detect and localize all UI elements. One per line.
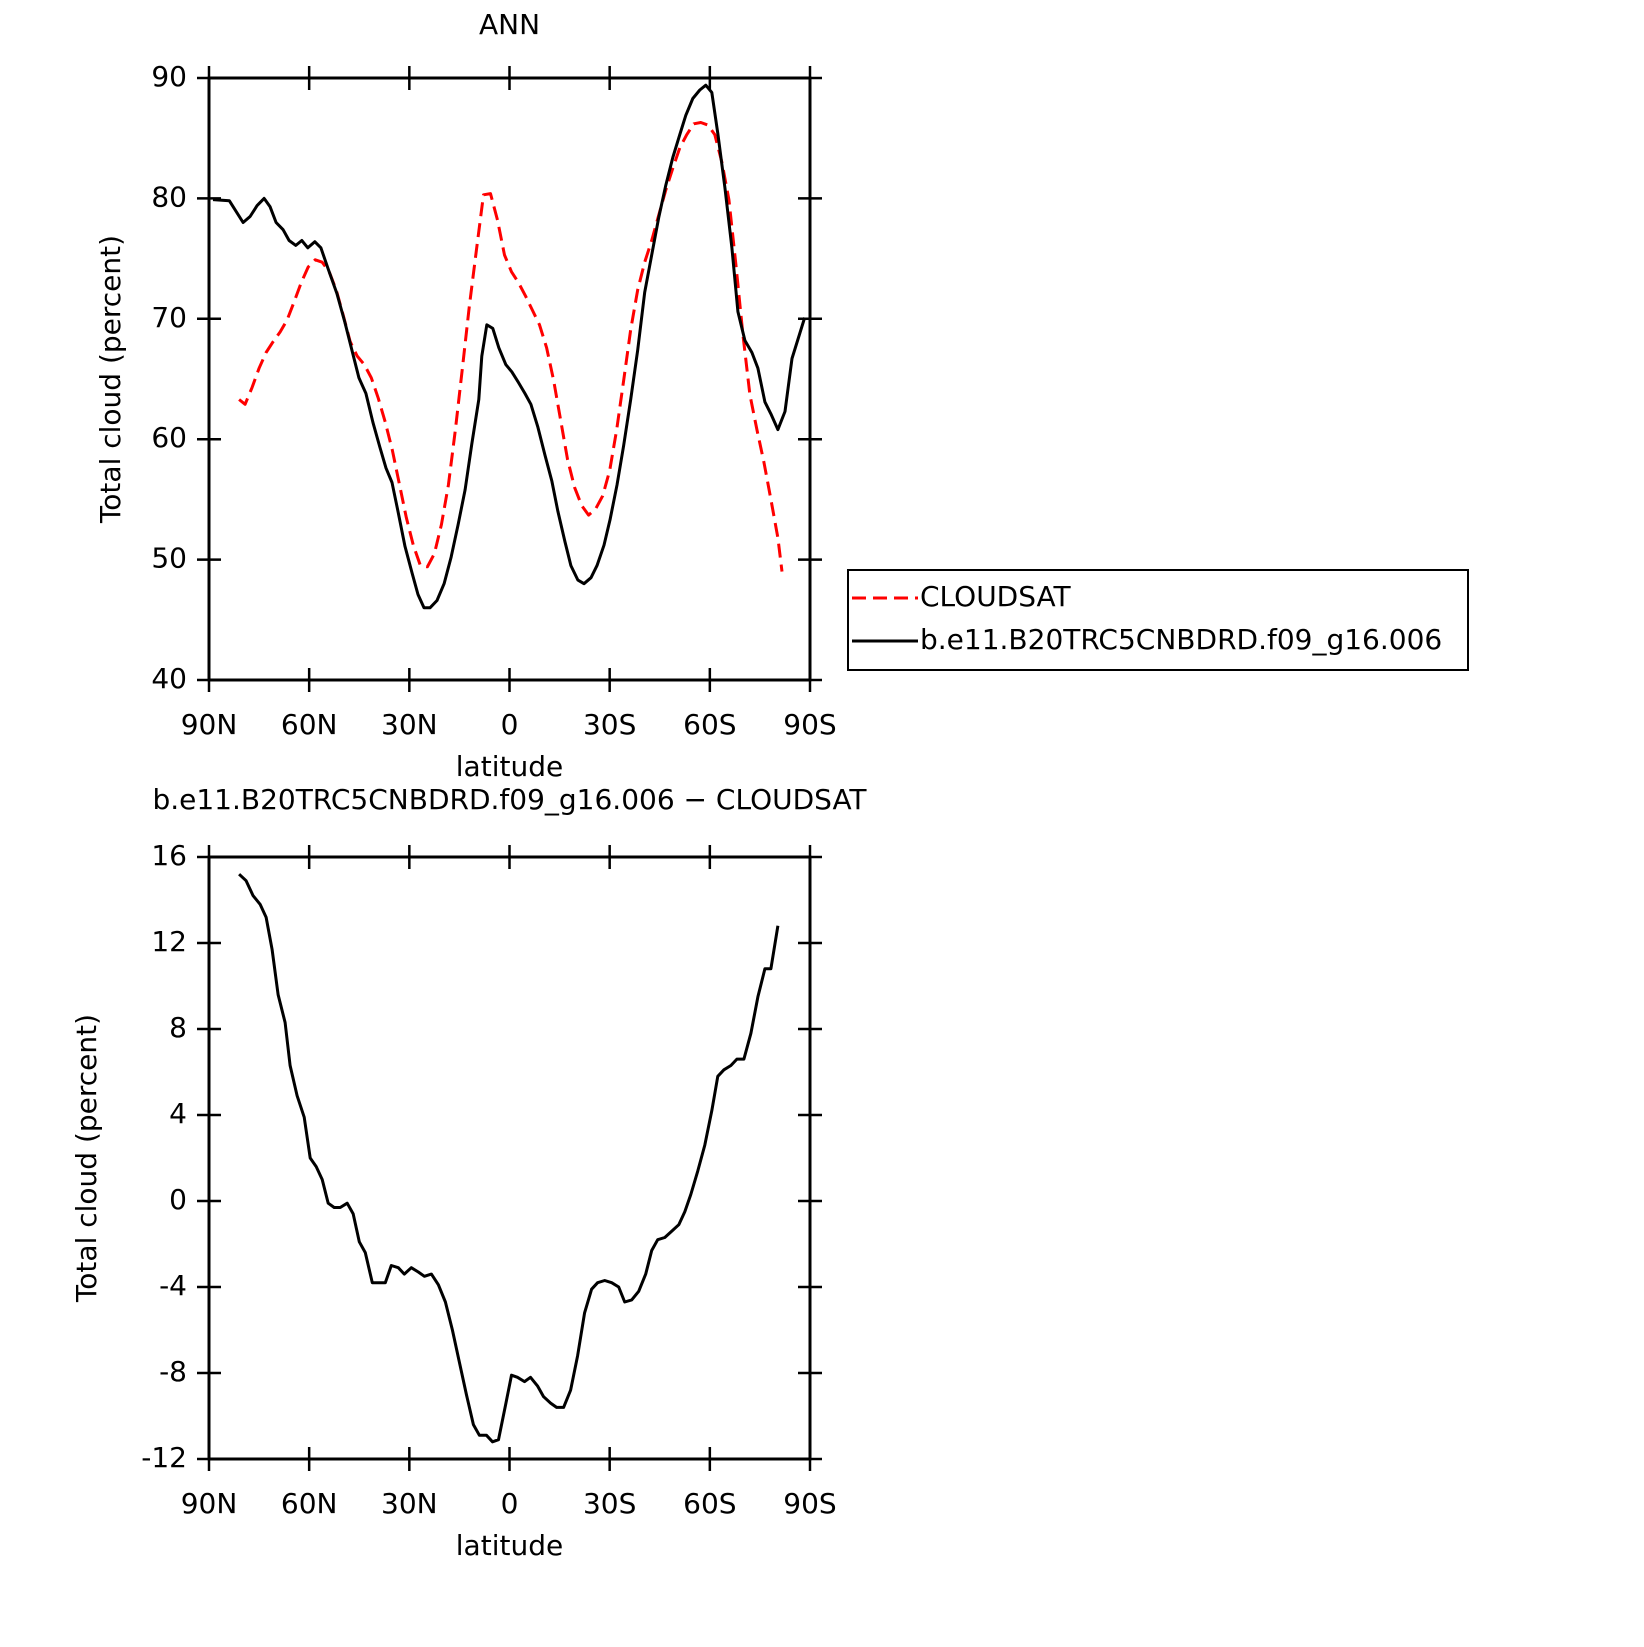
- y-tick-label: 16: [151, 839, 187, 872]
- y-tick-label: -4: [159, 1269, 187, 1302]
- x-tick-label: 90N: [181, 708, 238, 741]
- y-axis-label: Total cloud (percent): [70, 1014, 103, 1303]
- y-axis-label: Total cloud (percent): [94, 235, 127, 524]
- y-tick-label: 90: [151, 60, 187, 93]
- data-line: [212, 83, 807, 610]
- plot-frame: [207, 76, 812, 682]
- x-tick-label: 90S: [783, 708, 836, 741]
- y-tick-label: 60: [151, 421, 187, 454]
- x-tick-label: 30N: [381, 1487, 438, 1520]
- y-tick-label: 80: [151, 180, 187, 213]
- x-tick-label: 60N: [281, 708, 338, 741]
- data-line: [238, 121, 784, 572]
- data-line: [238, 873, 780, 1444]
- y-tick-label: 12: [151, 925, 187, 958]
- legend-label: b.e11.B20TRC5CNBDRD.f09_g16.006: [920, 623, 1442, 656]
- chart-title: b.e11.B20TRC5CNBDRD.f09_g16.006 − CLOUDS…: [152, 783, 867, 816]
- x-tick-label: 90N: [181, 1487, 238, 1520]
- x-axis-label: latitude: [456, 1529, 563, 1562]
- plot-frame: [207, 855, 812, 1461]
- x-tick-label: 60S: [683, 708, 736, 741]
- y-tick-label: 70: [151, 301, 187, 334]
- chart-title: ANN: [479, 8, 540, 41]
- x-tick-label: 0: [501, 708, 519, 741]
- legend-box: [847, 569, 1469, 671]
- y-tick-label: -12: [141, 1441, 187, 1474]
- x-tick-label: 30S: [583, 1487, 636, 1520]
- x-tick-label: 30S: [583, 708, 636, 741]
- x-tick-label: 90S: [783, 1487, 836, 1520]
- y-tick-label: -8: [159, 1355, 187, 1388]
- y-tick-label: 50: [151, 542, 187, 575]
- y-tick-label: 4: [169, 1097, 187, 1130]
- y-tick-label: 8: [169, 1011, 187, 1044]
- x-axis-label: latitude: [456, 750, 563, 783]
- y-tick-label: 40: [151, 662, 187, 695]
- legend-label: CLOUDSAT: [920, 580, 1072, 613]
- x-tick-label: 30N: [381, 708, 438, 741]
- x-tick-label: 60N: [281, 1487, 338, 1520]
- x-tick-label: 60S: [683, 1487, 736, 1520]
- x-tick-label: 0: [501, 1487, 519, 1520]
- y-tick-label: 0: [169, 1183, 187, 1216]
